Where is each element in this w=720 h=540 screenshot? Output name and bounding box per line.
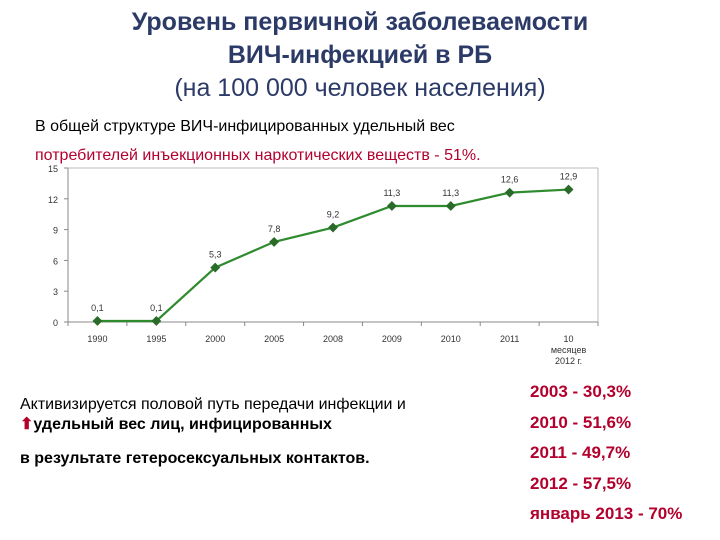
x-tick-label-line: 2009 [382, 334, 402, 344]
y-tick-label: 0 [53, 318, 58, 328]
x-tick-label: 10 месяцев 2012 г. [551, 334, 587, 366]
x-tick-label: 2009 [382, 334, 402, 344]
x-tick-label-line: 2011 [500, 334, 519, 344]
data-label: 5,3 [209, 250, 222, 260]
heterosexual-share-list: 2003 - 30,3% 2010 - 51,6% 2011 - 49,7% 2… [530, 377, 715, 530]
transmission-line-2-text: удельный вес лиц, инфицированных [33, 416, 332, 433]
structure-note: В общей структуре ВИЧ-инфицированных уде… [35, 118, 455, 135]
data-label: 0,1 [91, 303, 104, 313]
y-tick-label: 9 [53, 226, 58, 236]
x-tick-label-line: 2005 [264, 334, 284, 344]
stat-item: январь 2013 - 70% [530, 504, 683, 523]
x-tick-label-line: 1990 [87, 334, 107, 344]
incidence-line-chart: 0 3 6 9 12 15 1990 1995 2000 2005 2008 2009 2010 2011… [48, 164, 599, 366]
y-tick-label: 12 [48, 195, 58, 205]
data-label: 11,3 [442, 188, 459, 198]
data-point [563, 184, 574, 195]
x-tick-label: 2008 [323, 334, 343, 344]
x-tick-label-line: 1995 [146, 334, 166, 344]
data-point [210, 262, 221, 273]
data-label: 7,8 [268, 224, 281, 234]
y-tick-label: 3 [53, 287, 58, 297]
title-line-1: Уровень первичной заболеваемости [131, 8, 589, 36]
data-label: 0,1 [150, 303, 163, 313]
title-line-3: (на 100 000 человек населения) [174, 74, 546, 102]
stat-item: 2003 - 30,3% [530, 382, 632, 401]
title-line-2: ВИЧ-инфекцией в РБ [227, 41, 493, 69]
up-arrow-icon: ⬆ [20, 416, 34, 433]
x-tick-label: 2005 [264, 334, 284, 344]
x-tick-label-line: 2012 г. [555, 356, 582, 366]
x-tick-label: 2010 [441, 334, 461, 344]
data-point [328, 222, 338, 233]
x-tick-label: 2011 [500, 334, 519, 344]
data-label: 12,9 [560, 172, 578, 182]
transmission-line-3: в результате гетеросексуальных контактов… [20, 450, 370, 467]
data-point [92, 316, 103, 326]
y-tick-label: 15 [48, 164, 58, 174]
transmission-line-2: ⬆удельный вес лиц, инфицированных [20, 415, 520, 435]
injection-users-note: потребителей инъекционных наркотических … [35, 147, 481, 164]
stat-item: 2011 - 49,7% [530, 443, 631, 462]
data-point [445, 201, 456, 211]
transmission-text: Активизируется половой путь передачи инф… [20, 395, 520, 469]
data-label: 11,3 [383, 188, 400, 198]
x-tick-label: 2000 [205, 334, 225, 344]
stat-item: 2010 - 51,6% [530, 412, 632, 432]
x-tick-label-line: 2010 [441, 334, 461, 344]
stat-item: 2012 - 57,5% [530, 473, 632, 493]
x-tick-label-line: 10 [564, 334, 574, 344]
data-point [151, 316, 162, 326]
slide-title: Уровень первичной заболеваемости ВИЧ-инф… [0, 6, 720, 105]
x-tick-label-line: 2000 [205, 334, 225, 344]
data-point [269, 236, 280, 247]
x-tick-label: 1990 [87, 334, 107, 344]
data-point [386, 201, 397, 211]
data-point [504, 187, 515, 198]
x-tick-label: 1995 [146, 334, 166, 344]
data-label: 12,6 [501, 175, 519, 185]
x-tick-label-line: месяцев [551, 345, 587, 355]
x-tick-label-line: 2008 [323, 334, 343, 344]
transmission-line-1: Активизируется половой путь передачи инф… [20, 396, 406, 413]
y-tick-label: 6 [53, 256, 58, 266]
data-label: 9,2 [327, 210, 340, 220]
